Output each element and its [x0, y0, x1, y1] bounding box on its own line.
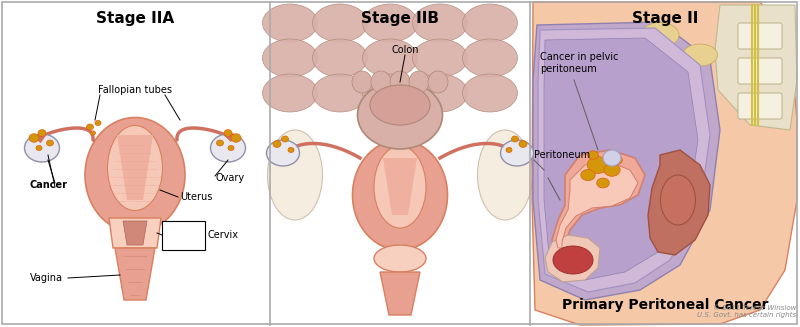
Ellipse shape [413, 74, 467, 112]
Ellipse shape [353, 140, 447, 250]
Ellipse shape [413, 4, 467, 42]
Ellipse shape [313, 39, 367, 77]
Ellipse shape [603, 150, 621, 166]
Ellipse shape [313, 74, 367, 112]
Ellipse shape [371, 71, 391, 93]
Ellipse shape [288, 147, 294, 153]
Text: Stage IIB: Stage IIB [361, 10, 439, 26]
Ellipse shape [282, 136, 289, 142]
Ellipse shape [362, 4, 418, 42]
Ellipse shape [217, 140, 223, 146]
Text: Primary Peritoneal Cancer: Primary Peritoneal Cancer [562, 298, 768, 312]
Ellipse shape [86, 124, 94, 130]
Text: Stage II: Stage II [632, 10, 698, 26]
Text: Cancer: Cancer [30, 180, 68, 190]
Text: © 2011 Terese Winslow
U.S. Govt. has certain rights: © 2011 Terese Winslow U.S. Govt. has cer… [697, 305, 796, 318]
Polygon shape [123, 221, 147, 245]
Ellipse shape [29, 134, 39, 142]
Polygon shape [117, 135, 153, 200]
Ellipse shape [630, 50, 660, 70]
Ellipse shape [374, 245, 426, 272]
Ellipse shape [654, 71, 686, 89]
Ellipse shape [46, 140, 54, 146]
Polygon shape [533, 22, 720, 300]
Text: Stage IIA: Stage IIA [96, 10, 174, 26]
Text: Vagina: Vagina [30, 273, 63, 283]
Text: Colon: Colon [391, 45, 418, 55]
Ellipse shape [262, 4, 318, 42]
Ellipse shape [370, 85, 430, 125]
Text: Peritoneum: Peritoneum [534, 150, 590, 160]
Ellipse shape [413, 39, 467, 77]
Polygon shape [552, 150, 645, 262]
Ellipse shape [262, 39, 318, 77]
Ellipse shape [390, 71, 410, 93]
Ellipse shape [224, 129, 232, 136]
Ellipse shape [553, 246, 593, 274]
Ellipse shape [362, 39, 418, 77]
Polygon shape [715, 5, 797, 130]
Ellipse shape [478, 130, 533, 220]
Ellipse shape [38, 129, 46, 136]
Polygon shape [648, 150, 710, 255]
Ellipse shape [501, 140, 534, 166]
Ellipse shape [210, 134, 246, 162]
Polygon shape [545, 235, 600, 282]
Polygon shape [544, 38, 698, 280]
Polygon shape [538, 28, 710, 292]
Ellipse shape [25, 134, 59, 162]
Polygon shape [383, 158, 417, 215]
FancyBboxPatch shape [738, 58, 782, 84]
Ellipse shape [228, 146, 234, 150]
Bar [271, 2, 529, 325]
Ellipse shape [313, 4, 367, 42]
Ellipse shape [267, 130, 322, 220]
Text: Cervix: Cervix [207, 231, 238, 240]
Ellipse shape [262, 74, 318, 112]
Polygon shape [532, 2, 797, 325]
Ellipse shape [587, 151, 598, 159]
Polygon shape [556, 162, 638, 248]
Bar [2, 2, 268, 325]
Ellipse shape [428, 71, 448, 93]
Ellipse shape [462, 4, 518, 42]
Ellipse shape [519, 141, 527, 147]
Ellipse shape [107, 126, 162, 211]
Ellipse shape [587, 157, 609, 173]
Ellipse shape [95, 120, 101, 126]
Ellipse shape [682, 44, 718, 66]
Polygon shape [109, 218, 161, 248]
Ellipse shape [641, 23, 679, 47]
Ellipse shape [231, 134, 241, 142]
Ellipse shape [462, 39, 518, 77]
Ellipse shape [581, 169, 595, 181]
Ellipse shape [604, 164, 620, 176]
Bar [162, 221, 205, 250]
Bar [531, 2, 798, 325]
Text: Ovary: Ovary [215, 173, 244, 183]
Text: Cancer in pelvic
peritoneum: Cancer in pelvic peritoneum [540, 52, 618, 74]
Ellipse shape [597, 178, 610, 188]
Ellipse shape [358, 81, 442, 149]
Ellipse shape [85, 117, 185, 232]
FancyBboxPatch shape [738, 93, 782, 119]
Ellipse shape [661, 175, 695, 225]
Ellipse shape [90, 131, 95, 135]
Ellipse shape [409, 71, 429, 93]
Polygon shape [115, 248, 155, 300]
Ellipse shape [36, 146, 42, 150]
Ellipse shape [374, 146, 426, 228]
Polygon shape [380, 272, 420, 315]
Ellipse shape [462, 74, 518, 112]
Ellipse shape [610, 155, 622, 165]
Ellipse shape [352, 71, 372, 93]
Text: Uterus: Uterus [180, 192, 212, 202]
FancyBboxPatch shape [738, 23, 782, 49]
Ellipse shape [273, 141, 281, 147]
Ellipse shape [266, 140, 299, 166]
Ellipse shape [362, 74, 418, 112]
Ellipse shape [506, 147, 512, 153]
Text: Fallopian tubes: Fallopian tubes [98, 85, 172, 95]
Ellipse shape [511, 136, 518, 142]
